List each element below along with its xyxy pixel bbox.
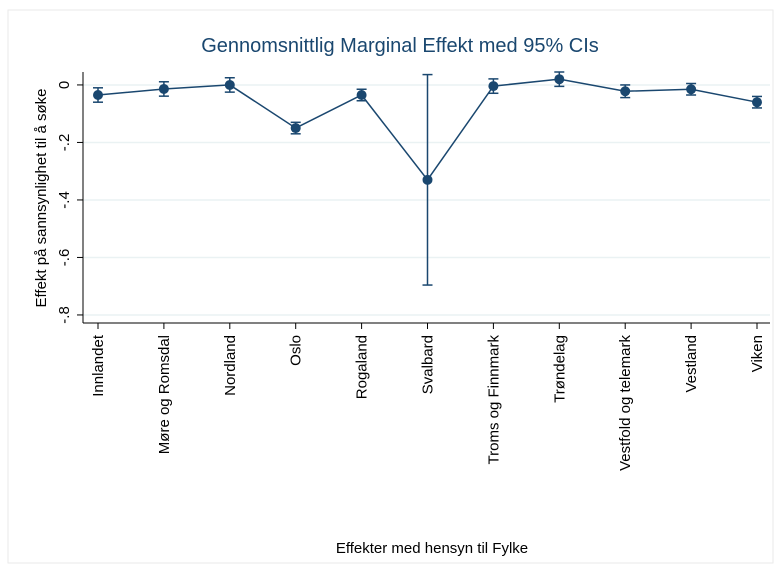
point bbox=[158, 83, 169, 94]
x-tick-label: Nordland bbox=[222, 335, 239, 396]
point bbox=[224, 79, 235, 90]
x-tick-label: Troms og Finnmark bbox=[485, 335, 502, 465]
chart-title: Gennomsnittlig Marginal Effekt med 95% C… bbox=[201, 35, 599, 57]
y-axis-label: Effekt på sannsynlighet til å søke bbox=[33, 88, 50, 307]
y-tick-label: -.2 bbox=[56, 134, 73, 152]
x-tick-label: Møre og Romsdal bbox=[156, 335, 173, 454]
point bbox=[93, 90, 103, 101]
point bbox=[356, 90, 367, 101]
x-tick-label: Vestfold og telemark bbox=[617, 335, 634, 471]
y-tick-label: -.8 bbox=[56, 306, 73, 324]
chart-frame bbox=[7, 9, 774, 564]
x-axis-label: Effekter med hensyn til Fylke bbox=[336, 540, 528, 557]
point bbox=[686, 84, 697, 95]
x-tick-label: Rogaland bbox=[354, 335, 371, 399]
x-tick-label: Innlandet bbox=[90, 334, 107, 397]
point bbox=[554, 74, 565, 85]
x-tick-label: Viken bbox=[749, 335, 766, 372]
y-tick-label: 0 bbox=[56, 81, 73, 89]
x-tick-label: Oslo bbox=[288, 335, 305, 366]
x-tick-label: Trøndelag bbox=[551, 335, 568, 403]
point bbox=[752, 97, 762, 108]
point bbox=[620, 86, 631, 97]
y-tick-label: -.4 bbox=[56, 191, 73, 209]
x-tick-label: Svalbard bbox=[420, 335, 437, 394]
x-tick-label: Vestland bbox=[683, 335, 700, 393]
point bbox=[422, 174, 433, 185]
y-tick-label: -.6 bbox=[56, 249, 73, 267]
point bbox=[488, 81, 499, 92]
point bbox=[290, 123, 301, 134]
